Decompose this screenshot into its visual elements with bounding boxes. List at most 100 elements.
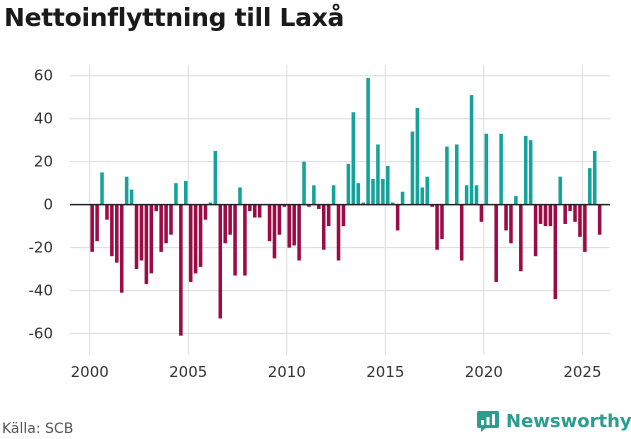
bar: [154, 204, 158, 212]
bar: [188, 204, 193, 282]
bar: [257, 204, 262, 218]
bar: [538, 204, 543, 224]
bar: [124, 176, 129, 205]
bar: [548, 204, 553, 227]
bar: [588, 168, 592, 205]
bar: [568, 204, 572, 212]
bar: [223, 204, 227, 244]
x-tick-label: 2025: [563, 363, 601, 381]
bar: [523, 135, 528, 205]
bar: [583, 204, 587, 252]
bar: [198, 204, 203, 267]
bar: [179, 204, 183, 336]
bar: [597, 204, 602, 235]
bar: [90, 204, 94, 252]
chart-title: Nettoinflyttning till Laxå: [4, 3, 345, 32]
bar: [381, 178, 385, 205]
bar: [267, 204, 272, 242]
bar: [297, 204, 301, 261]
bar: [430, 204, 434, 207]
bar: [115, 204, 119, 263]
bar: [238, 187, 242, 205]
bar: [208, 202, 213, 205]
bar: [312, 185, 316, 205]
bar: [464, 185, 469, 205]
bar: [174, 183, 178, 205]
bar: [252, 204, 257, 218]
bar: [149, 204, 154, 274]
bar: [484, 133, 489, 205]
bars: [90, 77, 602, 336]
bar: [144, 204, 149, 285]
bar: [169, 204, 173, 235]
bar: [317, 204, 321, 209]
bar: [435, 204, 439, 250]
y-axis-tick-labels: 60 40 20 0 -20 -40 -60: [29, 67, 54, 343]
bar: [292, 204, 296, 246]
bar: [346, 163, 351, 205]
bar: [371, 178, 375, 205]
bar: [514, 196, 518, 205]
bar: [474, 185, 479, 205]
bar: [341, 204, 346, 227]
bar: [287, 204, 292, 248]
bar: [578, 204, 582, 237]
bar: [395, 204, 400, 231]
bar: [386, 165, 390, 205]
chart-bubble-icon: [477, 411, 499, 432]
bar: [361, 202, 365, 205]
bar: [440, 204, 444, 239]
bar: [425, 176, 429, 205]
gridlines: [70, 65, 610, 355]
bar: [519, 204, 523, 272]
bar: [573, 204, 577, 222]
y-tick-label: 20: [34, 153, 53, 171]
bar: [139, 204, 144, 261]
bar: [499, 133, 503, 205]
bar: [410, 131, 415, 205]
x-tick-label: 2020: [465, 363, 503, 381]
x-axis-tick-labels: 2000 2005 2010 2015 2020 2025: [71, 363, 602, 381]
bar: [248, 204, 252, 212]
bar: [282, 204, 287, 207]
bar: [479, 204, 484, 222]
bar: [366, 77, 370, 205]
bar: [336, 204, 341, 261]
bar: [110, 204, 114, 257]
x-tick-label: 2005: [169, 363, 207, 381]
bar: [331, 185, 336, 205]
y-tick-label: -20: [29, 239, 54, 257]
bar: [228, 204, 232, 235]
source-label: Källa: SCB: [2, 421, 74, 437]
bar: [193, 204, 198, 274]
brand-name: Newsworthy: [506, 410, 631, 432]
bar: [469, 95, 474, 205]
bar: [509, 204, 513, 244]
bar: [307, 204, 311, 207]
bar: [243, 204, 247, 276]
bar: [233, 204, 237, 276]
bar: [105, 204, 109, 220]
bar: [302, 161, 306, 205]
bar: [390, 202, 395, 205]
bar: [459, 204, 464, 261]
x-tick-label: 2000: [71, 363, 109, 381]
newsworthy-logo[interactable]: Newsworthy: [476, 409, 631, 433]
bar: [218, 204, 223, 319]
bar: [272, 204, 277, 259]
bar: [326, 204, 331, 227]
bar: [184, 181, 188, 205]
bar: [376, 144, 380, 205]
bar: [454, 144, 459, 205]
x-tick-label: 2010: [268, 363, 306, 381]
bar: [504, 204, 508, 231]
bar: [528, 140, 533, 205]
bar: [95, 204, 99, 242]
bar: [203, 204, 208, 220]
bar: [592, 150, 597, 205]
y-tick-label: 60: [34, 67, 53, 85]
bar: [558, 176, 563, 205]
y-tick-label: 40: [34, 110, 53, 128]
bar-chart: 60 40 20 0 -20 -40 -60 2000 2005 2010 2015 2020 202…: [29, 65, 610, 381]
bar: [356, 183, 361, 205]
